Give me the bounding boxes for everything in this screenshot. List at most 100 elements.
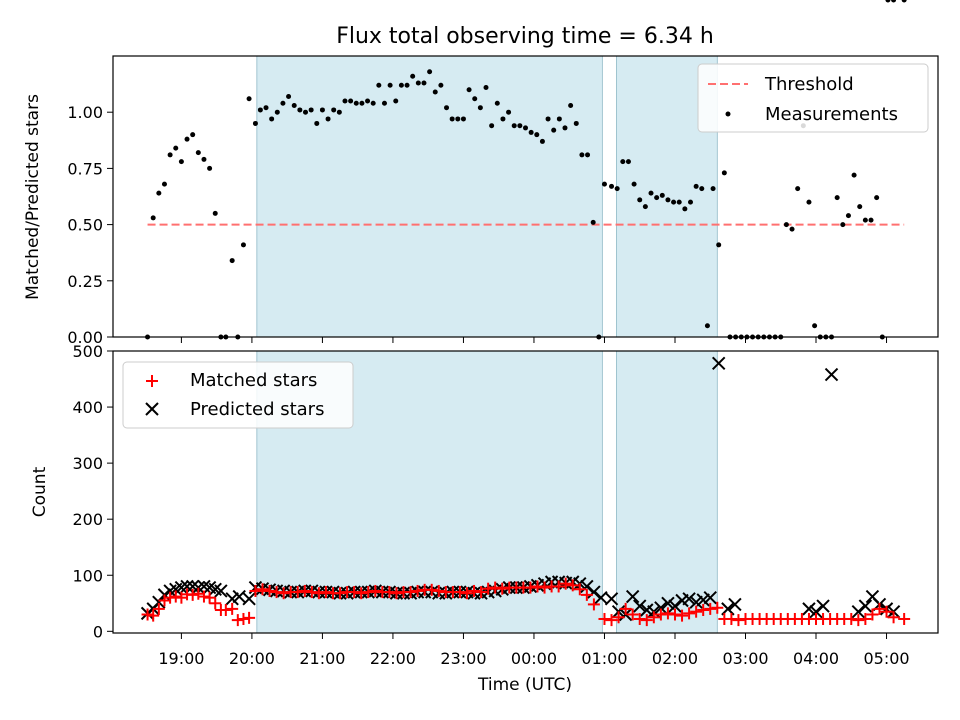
matched-point xyxy=(169,590,182,603)
measurement-point xyxy=(438,82,444,88)
matched-point xyxy=(573,583,586,596)
predicted-point xyxy=(232,589,246,604)
measurement-point xyxy=(568,102,574,108)
measurement-point xyxy=(721,170,727,176)
matched-point xyxy=(453,586,466,599)
x-tick-label: 02:00 xyxy=(652,649,698,668)
y-tick-label: 0.75 xyxy=(67,159,103,178)
predicted-point xyxy=(703,590,717,605)
matched-point xyxy=(348,586,361,599)
measurement-point xyxy=(252,120,258,126)
predicted-point-stroke xyxy=(185,579,200,594)
measurement-point xyxy=(834,195,840,201)
matched-point xyxy=(192,587,205,600)
x-tick-label: 04:00 xyxy=(793,649,839,668)
count-panel: 19:00 20:00 21:00 22:00 23:00 00:00 01:00 02:00… xyxy=(30,342,939,695)
matched-point xyxy=(291,586,304,599)
measurement-point xyxy=(393,98,399,104)
matched-point xyxy=(237,612,250,625)
measurement-point xyxy=(601,181,607,187)
matched-legend-label: Matched stars xyxy=(190,370,317,391)
matched-point xyxy=(654,608,667,621)
measurement-point xyxy=(789,226,795,232)
measurement-point xyxy=(331,107,337,113)
matched-point xyxy=(355,587,368,600)
predicted-point-stroke xyxy=(232,589,246,604)
matched-point xyxy=(880,605,893,618)
x-tick-label: 01:00 xyxy=(581,649,627,668)
y-tick-label: 0.50 xyxy=(67,216,103,235)
matched-point xyxy=(531,580,544,593)
measurement-point xyxy=(201,156,207,162)
measurement-point xyxy=(885,0,891,3)
measurement-point xyxy=(173,145,179,151)
measurement-point xyxy=(376,82,382,88)
matched-point xyxy=(887,611,900,624)
measurement-point xyxy=(862,217,868,223)
matched-point xyxy=(690,605,703,618)
measurement-point xyxy=(387,82,393,88)
matched-point xyxy=(475,586,488,599)
matched-point xyxy=(203,591,216,604)
measurement-point xyxy=(648,190,654,196)
ratio-legend-box xyxy=(697,63,929,133)
count-legend-box xyxy=(122,361,354,429)
measurement-point xyxy=(184,136,190,142)
measurement-point xyxy=(150,215,156,221)
predicted-point-stroke xyxy=(594,590,608,605)
y-tick-label: 100 xyxy=(72,566,103,585)
y-tick-label: 0.25 xyxy=(67,272,103,291)
x-tick-label: 05:00 xyxy=(863,649,909,668)
matched-point xyxy=(725,612,738,625)
matched-point xyxy=(668,608,681,621)
measurement-point xyxy=(483,84,489,90)
predicted-point-stroke xyxy=(858,599,873,613)
matched-point xyxy=(277,587,290,600)
matched-point xyxy=(538,581,551,594)
matched-point xyxy=(732,614,745,627)
predicted-point-stroke xyxy=(851,604,866,619)
predicted-point xyxy=(625,589,640,604)
matched-point xyxy=(158,594,171,607)
matched-legend-swatch xyxy=(146,375,158,387)
predicted-point-stroke xyxy=(668,599,682,613)
measurement-point xyxy=(590,219,596,225)
predicted-legend-label: Predicted stars xyxy=(190,399,324,420)
predicted-point-stroke xyxy=(625,589,640,604)
matched-point xyxy=(845,612,858,625)
matched-point xyxy=(197,590,210,603)
measurement-point xyxy=(494,100,500,106)
matched-point xyxy=(383,586,396,599)
measurement-point xyxy=(579,152,585,158)
predicted-point xyxy=(858,599,873,613)
matched-point xyxy=(566,579,579,592)
count-axis-ticks: 19:00 20:00 21:00 22:00 23:00 00:00 01:00 02:00… xyxy=(72,342,909,668)
measurement-point xyxy=(370,100,376,106)
matched-point xyxy=(305,586,318,599)
matched-point xyxy=(852,614,865,627)
predicted-point-stroke xyxy=(208,582,222,596)
measurement-point xyxy=(161,181,167,187)
measurement-point xyxy=(415,80,421,86)
measurement-point xyxy=(460,116,466,122)
predicted-legend-swatch xyxy=(145,402,159,416)
matched-point xyxy=(404,586,417,599)
predicted-point xyxy=(594,590,608,605)
predicted-point-stroke xyxy=(197,579,211,594)
predicted-point-stroke xyxy=(587,585,601,599)
matched-point xyxy=(482,582,495,595)
measurement-point xyxy=(229,258,235,264)
matched-point xyxy=(711,601,724,614)
matched-point xyxy=(298,584,311,597)
predicted-point-stroke xyxy=(633,599,647,613)
predicted-point-stroke xyxy=(711,356,726,371)
matched-point xyxy=(496,582,509,595)
matched-point xyxy=(587,598,600,611)
measurement-point xyxy=(381,100,387,106)
y-tick-label: 500 xyxy=(72,342,103,361)
predicted-point xyxy=(802,602,816,616)
matched-point xyxy=(263,584,276,597)
predicted-point xyxy=(668,599,682,613)
measurement-point xyxy=(795,186,801,192)
measurement-point xyxy=(274,109,280,115)
